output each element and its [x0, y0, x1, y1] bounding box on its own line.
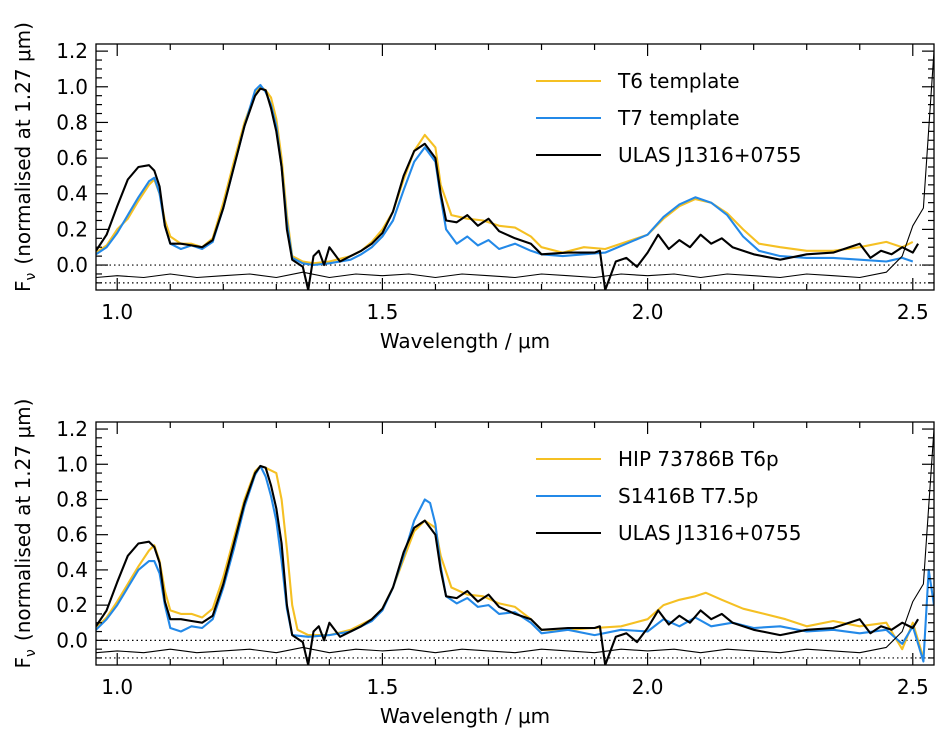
legend-label-0: T6 template: [617, 69, 740, 93]
x-tick-label: 1.5: [366, 675, 398, 699]
chart-panel-2: 1.0 1.5 2.0 2.5 0.0 0.2 0.4 0.6 0.8 1.0 1.2 Wavelen…: [11, 399, 935, 728]
y-tick-label: 0.8: [56, 487, 88, 511]
y-tick-label: 0.2: [56, 593, 88, 617]
x-tick-label: 1.5: [366, 300, 398, 324]
x-axis-label: Wavelength / μm: [380, 329, 550, 353]
y-axis-label-symbol: F: [11, 280, 35, 292]
x-axis-label: Wavelength / μm: [380, 704, 550, 728]
residual-line: [96, 51, 934, 279]
y-axis-label-main: (normalised at 1.27 μm): [11, 399, 35, 642]
y-axis-label-symbol: F: [11, 657, 35, 669]
chart-panel-1: 1.0 1.5 2.0 2.5 0.0 0.2 0.4 0.6 0.8 1.0 1.2 Wavelen…: [11, 22, 935, 353]
x-tick-label: 2.5: [897, 300, 929, 324]
y-tick-label: 0.4: [56, 182, 88, 206]
y-tick-label: 0.8: [56, 110, 88, 134]
y-tick-label: 1.0: [56, 452, 88, 476]
y-axis-label-subscript: ν: [23, 649, 39, 657]
y-tick-label: 0.6: [56, 146, 88, 170]
legend-label-0: HIP 73786B T6p: [618, 447, 779, 471]
residual-line: [96, 428, 934, 654]
y-tick-label: 1.2: [56, 417, 88, 441]
x-tick-label: 1.0: [101, 300, 133, 324]
y-tick-label: 0.0: [56, 628, 88, 652]
y-tick-label: 0.6: [56, 523, 88, 547]
legend-label-2: ULAS J1316+0755: [618, 143, 801, 167]
y-tick-label: 1.0: [56, 75, 88, 99]
legend-label-1: T7 template: [617, 106, 740, 130]
x-tick-label: 2.0: [632, 675, 664, 699]
y-tick-label: 0.0: [56, 253, 88, 277]
series-group: [96, 51, 934, 290]
series-line-2: [96, 464, 919, 665]
y-axis-label-subscript: ν: [23, 272, 39, 280]
y-axis-label-main: (normalised at 1.27 μm): [11, 22, 35, 265]
legend-label-1: S1416B T7.5p: [618, 484, 758, 508]
legend-label-2: ULAS J1316+0755: [618, 521, 801, 545]
y-axis-label: Fν (normalised at 1.27 μm): [11, 22, 39, 292]
y-axis-label: Fν (normalised at 1.27 μm): [11, 399, 39, 669]
x-tick-label: 1.0: [101, 675, 133, 699]
x-tick-label: 2.0: [632, 300, 664, 324]
y-tick-label: 1.2: [56, 39, 88, 63]
series-line-2: [96, 87, 920, 290]
y-tick-label: 0.4: [56, 558, 88, 582]
series-group: [96, 428, 934, 665]
x-tick-label: 2.5: [897, 675, 929, 699]
y-tick-label: 0.2: [56, 217, 88, 241]
